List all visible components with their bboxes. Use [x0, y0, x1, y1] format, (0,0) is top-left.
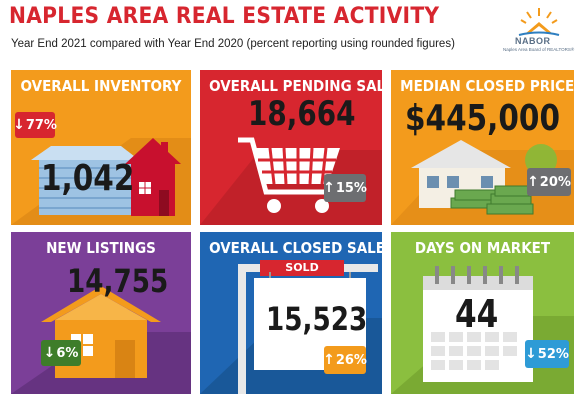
- shopping-cart-icon: [200, 137, 382, 225]
- up-arrow-icon: ↑: [527, 174, 539, 190]
- change-badge-new-listings: ↓ 6%: [41, 340, 81, 366]
- panel-new-listings: NEW LISTINGS 14,755 ↓ 6%: [11, 232, 191, 394]
- panel-overall-closed-sales: OVERALL CLOSED SALES SOLD 15,523 ↑ 26%: [200, 232, 382, 394]
- median-price-value: $445,000: [405, 98, 561, 139]
- panel-title: OVERALL INVENTORY: [20, 77, 182, 95]
- inventory-value: 1,042: [41, 158, 135, 199]
- panel-title: DAYS ON MARKET: [414, 239, 551, 257]
- logo-subtext: Naples Area Board of REALTORS®: [503, 47, 575, 52]
- panel-overall-pending-sales: OVERALL PENDING SALES 18,664 ↑15%: [200, 70, 382, 225]
- sold-sign-text: SOLD: [285, 261, 319, 274]
- panel-median-closed-price: MEDIAN CLOSED PRICE $445,000 ↑ 20%: [391, 70, 574, 225]
- change-badge-inventory: ↓ 77%: [13, 112, 57, 138]
- panel-title: MEDIAN CLOSED PRICE: [400, 77, 574, 95]
- down-arrow-icon: ↓: [13, 117, 25, 133]
- up-arrow-icon: ↑: [323, 180, 335, 196]
- sold-sign-icon: [200, 260, 382, 394]
- panel-title: OVERALL CLOSED SALES: [209, 239, 382, 257]
- down-arrow-icon: ↓: [525, 346, 537, 362]
- new-listings-value: 14,755: [67, 262, 169, 300]
- change-badge-closed-sales: ↑ 26%: [323, 346, 367, 374]
- change-badge-pending: ↑ 15%: [323, 174, 367, 202]
- up-arrow-icon: ↑: [323, 352, 335, 368]
- nabor-logo-icon: [518, 8, 560, 36]
- panel-title: NEW LISTINGS: [46, 239, 156, 257]
- pending-value: 18,664: [248, 94, 356, 134]
- house-icon: [11, 138, 191, 225]
- panel-days-on-market: DAYS ON MARKET 44 ↓ 52%: [391, 232, 574, 394]
- page-title: NAPLES AREA REAL ESTATE ACTIVITY: [9, 4, 440, 29]
- change-badge-median-price: ↑ 20%: [527, 168, 571, 196]
- change-badge-days-on-market: ↓ 52%: [525, 340, 569, 368]
- down-arrow-icon: ↓: [43, 345, 56, 361]
- calendar-icon: [391, 266, 574, 394]
- page-subtitle: Year End 2021 compared with Year End 202…: [11, 38, 455, 50]
- closed-sales-value: 15,523: [266, 300, 368, 338]
- panel-overall-inventory: OVERALL INVENTORY ↓ 77% 1,042: [11, 70, 191, 225]
- days-on-market-value: 44: [455, 292, 499, 336]
- logo-word: NABOR: [515, 36, 551, 46]
- panel-title: OVERALL PENDING SALES: [209, 77, 382, 95]
